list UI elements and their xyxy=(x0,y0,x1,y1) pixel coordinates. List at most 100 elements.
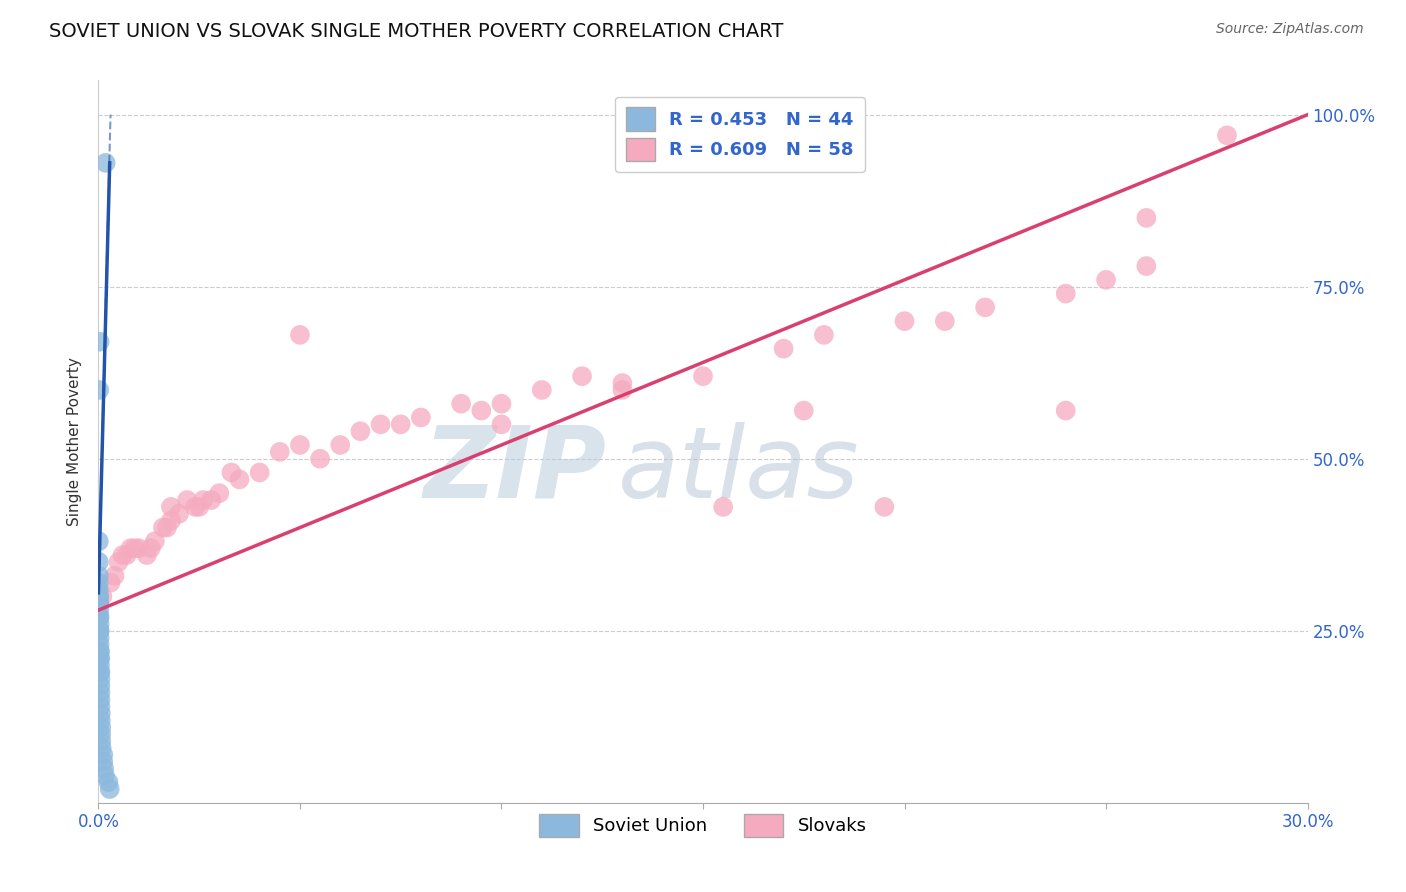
Point xyxy=(97,775,120,789)
Point xyxy=(89,603,111,617)
Point xyxy=(530,383,553,397)
Point xyxy=(124,541,146,556)
Point xyxy=(934,314,956,328)
Point xyxy=(89,631,111,645)
Point xyxy=(813,327,835,342)
Point xyxy=(176,493,198,508)
Point xyxy=(89,616,111,631)
Point xyxy=(893,314,915,328)
Point xyxy=(571,369,593,384)
Point xyxy=(91,747,114,762)
Point xyxy=(309,451,332,466)
Point xyxy=(120,541,142,556)
Point xyxy=(89,699,111,714)
Point xyxy=(711,500,734,514)
Point xyxy=(87,575,110,590)
Point xyxy=(793,403,815,417)
Text: SOVIET UNION VS SLOVAK SINGLE MOTHER POVERTY CORRELATION CHART: SOVIET UNION VS SLOVAK SINGLE MOTHER POV… xyxy=(49,22,783,41)
Point xyxy=(89,590,111,604)
Point xyxy=(288,438,311,452)
Point xyxy=(89,644,111,658)
Point xyxy=(89,665,111,679)
Point xyxy=(87,534,110,549)
Legend: Soviet Union, Slovaks: Soviet Union, Slovaks xyxy=(531,806,875,845)
Point xyxy=(89,658,111,673)
Point xyxy=(89,692,111,706)
Point xyxy=(89,638,111,652)
Point xyxy=(89,644,111,658)
Point xyxy=(89,334,111,349)
Point xyxy=(94,768,117,782)
Point xyxy=(160,500,183,514)
Text: Source: ZipAtlas.com: Source: ZipAtlas.com xyxy=(1216,22,1364,37)
Point xyxy=(160,514,183,528)
Point xyxy=(491,417,513,432)
Point xyxy=(89,651,111,665)
Point xyxy=(87,568,110,582)
Point xyxy=(450,397,472,411)
Point xyxy=(228,472,250,486)
Point xyxy=(91,590,114,604)
Point xyxy=(208,486,231,500)
Point xyxy=(98,782,121,797)
Point xyxy=(100,575,122,590)
Point xyxy=(974,301,997,315)
Point xyxy=(873,500,896,514)
Point xyxy=(94,156,117,170)
Point xyxy=(90,727,112,741)
Point xyxy=(370,417,392,432)
Point xyxy=(107,555,129,569)
Point xyxy=(491,397,513,411)
Point xyxy=(288,327,311,342)
Point xyxy=(90,740,112,755)
Point xyxy=(772,342,794,356)
Point xyxy=(87,590,110,604)
Point xyxy=(111,548,134,562)
Point xyxy=(612,376,634,390)
Point xyxy=(188,500,211,514)
Point xyxy=(90,713,112,727)
Point xyxy=(152,520,174,534)
Point xyxy=(200,493,222,508)
Point xyxy=(89,686,111,700)
Point xyxy=(90,734,112,748)
Point xyxy=(135,548,157,562)
Point xyxy=(389,417,412,432)
Point xyxy=(89,624,111,638)
Point xyxy=(349,424,371,438)
Point xyxy=(89,596,111,610)
Point xyxy=(156,520,179,534)
Point xyxy=(89,672,111,686)
Point xyxy=(193,493,215,508)
Point xyxy=(329,438,352,452)
Point xyxy=(409,410,432,425)
Point xyxy=(89,679,111,693)
Point xyxy=(103,568,125,582)
Point xyxy=(692,369,714,384)
Point xyxy=(90,720,112,734)
Text: atlas: atlas xyxy=(619,422,860,519)
Point xyxy=(1216,128,1239,143)
Point xyxy=(612,383,634,397)
Point xyxy=(89,610,111,624)
Point xyxy=(89,610,111,624)
Point xyxy=(93,761,115,775)
Point xyxy=(89,665,111,679)
Point xyxy=(249,466,271,480)
Point xyxy=(89,383,111,397)
Point xyxy=(91,755,114,769)
Point xyxy=(143,534,166,549)
Point xyxy=(90,706,112,721)
Point xyxy=(1135,211,1157,225)
Point xyxy=(87,555,110,569)
Point xyxy=(139,541,162,556)
Point xyxy=(1054,286,1077,301)
Point xyxy=(128,541,150,556)
Point xyxy=(89,596,111,610)
Point xyxy=(115,548,138,562)
Point xyxy=(221,466,243,480)
Text: ZIP: ZIP xyxy=(423,422,606,519)
Point xyxy=(1135,259,1157,273)
Point xyxy=(470,403,492,417)
Point xyxy=(89,651,111,665)
